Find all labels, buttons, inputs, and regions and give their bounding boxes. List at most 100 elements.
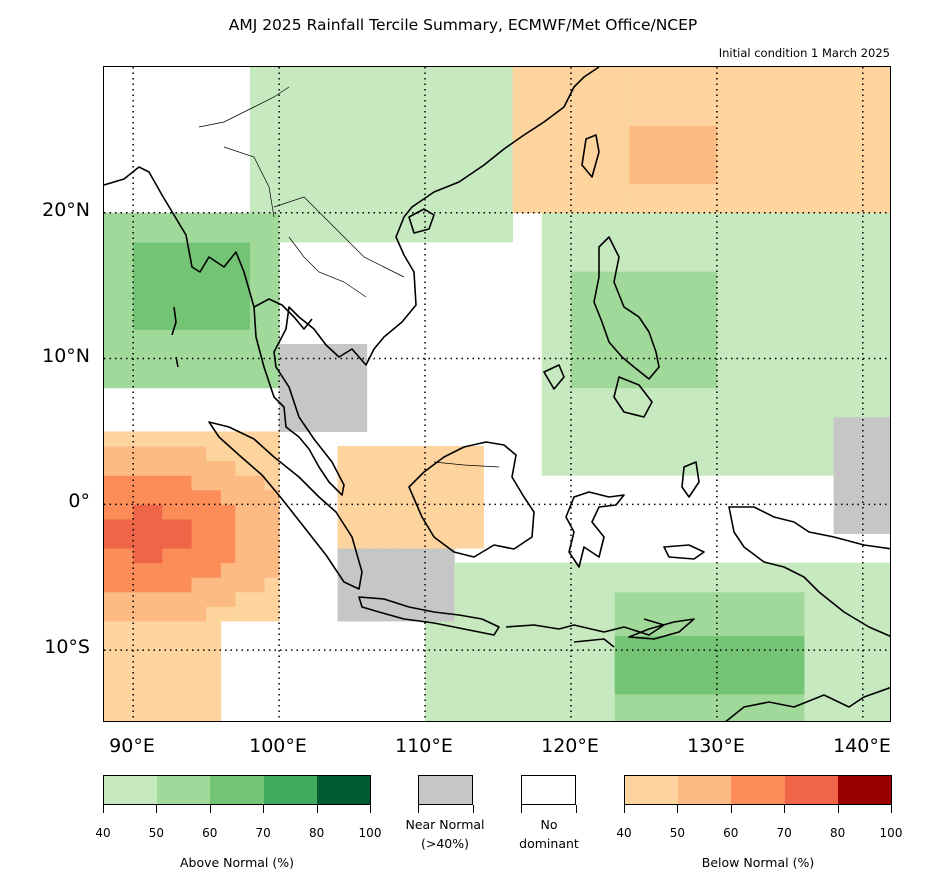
grid-cell bbox=[585, 635, 601, 651]
grid-cell bbox=[381, 154, 397, 170]
grid-cell bbox=[176, 373, 193, 389]
grid-cell bbox=[877, 67, 890, 83]
grid-cell bbox=[775, 620, 791, 637]
grid-cell bbox=[687, 620, 703, 637]
grid-cell bbox=[614, 431, 630, 447]
grid-cell bbox=[687, 562, 703, 578]
grid-cell bbox=[833, 562, 849, 578]
grid-cell bbox=[366, 169, 382, 185]
grid-cell bbox=[176, 329, 193, 345]
grid-cell bbox=[279, 67, 295, 83]
grid-cell bbox=[468, 169, 484, 185]
grid-cell bbox=[206, 577, 222, 593]
grid-cell bbox=[191, 241, 207, 258]
grid-cell bbox=[118, 606, 134, 622]
grid-cell bbox=[527, 110, 543, 126]
grid-cell bbox=[541, 562, 557, 578]
grid-cell bbox=[220, 256, 236, 272]
grid-cell bbox=[191, 548, 207, 564]
grid-cell bbox=[483, 693, 499, 709]
grid-cell bbox=[862, 664, 878, 680]
grid-cell bbox=[819, 577, 835, 593]
grid-cell bbox=[147, 489, 163, 505]
grid-cell bbox=[833, 518, 849, 534]
grid-cell bbox=[789, 169, 805, 185]
grid-cell bbox=[308, 212, 324, 228]
grid-cell bbox=[877, 81, 890, 97]
grid-cell bbox=[191, 212, 207, 228]
grid-cell bbox=[775, 708, 791, 721]
grid-cell bbox=[337, 227, 353, 243]
grid-cell bbox=[308, 139, 324, 155]
grid-cell bbox=[206, 300, 222, 316]
grid-cell bbox=[716, 431, 732, 447]
grid-cell bbox=[862, 606, 878, 622]
grid-cell bbox=[731, 373, 747, 389]
grid-cell bbox=[220, 373, 236, 389]
grid-cell bbox=[410, 489, 426, 505]
grid-cell bbox=[716, 314, 732, 330]
grid-cell bbox=[731, 650, 747, 666]
grid-cell bbox=[249, 241, 266, 258]
grid-cell bbox=[512, 577, 528, 593]
grid-cell bbox=[206, 650, 222, 666]
grid-cell bbox=[425, 460, 441, 476]
grid-cell bbox=[658, 314, 674, 330]
grid-cell bbox=[147, 548, 163, 564]
forecast-map bbox=[103, 66, 891, 722]
grid-cell bbox=[264, 285, 280, 301]
grid-cell bbox=[176, 664, 193, 680]
grid-cell bbox=[191, 343, 207, 360]
grid-cell bbox=[162, 271, 178, 287]
grid-cell bbox=[468, 460, 484, 476]
grid-cell bbox=[483, 606, 499, 622]
grid-cell bbox=[556, 402, 572, 418]
grid-cell bbox=[877, 577, 890, 593]
grid-cell bbox=[833, 67, 849, 83]
grid-cell bbox=[877, 591, 890, 607]
grid-cell bbox=[877, 96, 890, 112]
grid-cell bbox=[162, 518, 178, 534]
grid-cell bbox=[804, 591, 820, 607]
grid-cell bbox=[789, 358, 805, 374]
grid-cell bbox=[235, 577, 251, 593]
grid-cell bbox=[848, 227, 864, 243]
grid-cell bbox=[643, 227, 660, 243]
grid-cell bbox=[118, 475, 134, 491]
grid-cell bbox=[775, 300, 791, 316]
grid-cell bbox=[176, 635, 193, 651]
grid-cell bbox=[541, 198, 557, 214]
grid-cell bbox=[206, 446, 222, 462]
grid-cell bbox=[527, 154, 543, 170]
grid-cell bbox=[629, 664, 645, 680]
grid-cell bbox=[468, 212, 484, 228]
grid-cell bbox=[789, 125, 805, 141]
grid-cell bbox=[877, 431, 890, 447]
grid-cell bbox=[687, 577, 703, 593]
grid-cell bbox=[541, 635, 557, 651]
grid-cell bbox=[819, 387, 835, 403]
grid-cell bbox=[833, 446, 849, 462]
grid-cell bbox=[162, 300, 178, 316]
grid-cell bbox=[118, 533, 134, 549]
grid-cell bbox=[862, 387, 878, 403]
grid-cell bbox=[104, 591, 120, 607]
grid-cell bbox=[658, 139, 674, 155]
grid-cell bbox=[454, 212, 470, 228]
grid-cell bbox=[673, 125, 689, 141]
grid-cell bbox=[673, 110, 689, 126]
grid-cell bbox=[249, 256, 266, 272]
grid-cell bbox=[687, 650, 703, 666]
grid-cell bbox=[322, 402, 338, 418]
grid-cell bbox=[264, 125, 280, 141]
grid-cell bbox=[395, 489, 411, 505]
grid-cell bbox=[600, 635, 616, 651]
maluku-islands bbox=[663, 461, 705, 560]
above-tick-mark bbox=[316, 805, 318, 813]
grid-cell bbox=[600, 110, 616, 126]
grid-cell bbox=[104, 241, 120, 258]
grid-cell bbox=[702, 358, 718, 374]
grid-cell bbox=[468, 67, 484, 83]
grid-cell bbox=[118, 300, 134, 316]
grid-cell bbox=[877, 314, 890, 330]
